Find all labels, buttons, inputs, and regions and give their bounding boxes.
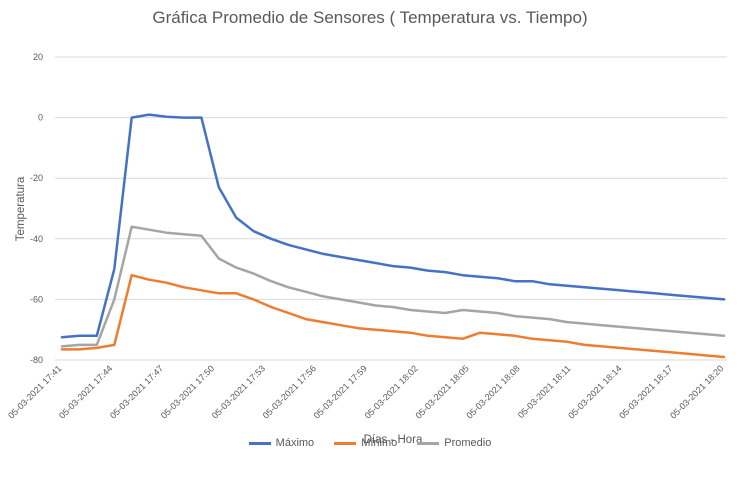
legend-swatch [334, 441, 357, 445]
x-tick-label: 05-03-2021 18:17 [617, 363, 674, 420]
x-tick-label: 05-03-2021 17:56 [261, 363, 318, 420]
y-tick-label: -60 [30, 294, 43, 304]
x-tick-label: 05-03-2021 18:20 [668, 363, 725, 420]
legend-swatch [248, 441, 271, 445]
y-axis-title: Temperatura [15, 176, 27, 241]
x-tick-label: 05-03-2021 18:14 [566, 363, 623, 420]
chart-title: Gráfica Promedio de Sensores ( Temperatu… [152, 8, 588, 27]
grid-lines [55, 56, 727, 361]
x-tick-label: 05-03-2021 17:44 [57, 363, 114, 420]
legend: Máximo Mínimo Promedio [0, 435, 740, 451]
series-lines [60, 113, 726, 359]
x-tick-label: 05-03-2021 18:08 [464, 363, 521, 420]
legend-item: Promedio [417, 437, 491, 449]
legend-swatch [417, 441, 440, 445]
y-tick-label: 20 [33, 52, 43, 62]
legend-label: Mínimo [361, 437, 398, 449]
legend-label: Promedio [444, 437, 492, 449]
x-axis-title: Días - Hora [364, 434, 423, 446]
x-tick-label: 05-03-2021 17:50 [159, 363, 216, 420]
x-tick-label: 05-03-2021 17:59 [312, 363, 369, 420]
x-tick-label: 05-03-2021 18:05 [413, 363, 470, 420]
series-line-1 [60, 273, 726, 359]
x-tick-label: 05-03-2021 17:47 [108, 363, 165, 420]
y-tick-label: -80 [30, 355, 43, 365]
y-tick-label: -40 [30, 234, 43, 244]
x-tick-label: 05-03-2021 17:41 [6, 363, 63, 420]
series-line-0 [60, 113, 726, 339]
legend-label: Máximo [275, 437, 315, 449]
y-tick-label: 0 [38, 113, 43, 123]
x-tick-label: 05-03-2021 18:02 [363, 363, 420, 420]
legend-item: Mínimo [334, 437, 397, 449]
y-axis-ticks: 20 0 -20 -40 -60 -80 [30, 52, 43, 365]
legend-item: Máximo [248, 437, 315, 449]
x-tick-label: 05-03-2021 17:53 [210, 363, 267, 420]
y-tick-label: -20 [30, 173, 43, 183]
series-line-2 [60, 225, 726, 348]
x-tick-label: 05-03-2021 18:11 [516, 363, 573, 420]
